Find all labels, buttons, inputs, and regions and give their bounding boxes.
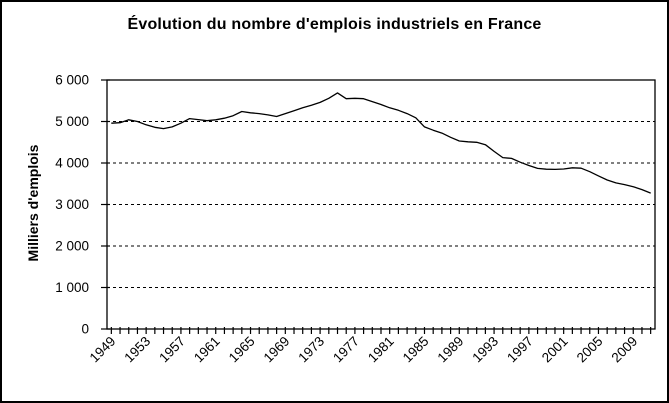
y-tick-label: 0 (81, 322, 89, 337)
x-tick-label: 1981 (365, 334, 397, 366)
chart-title: Évolution du nombre d'emplois industriel… (127, 16, 542, 33)
x-tick-label: 1977 (330, 334, 362, 366)
x-tick-label: 1949 (87, 334, 119, 366)
x-tick-label: 1957 (156, 334, 188, 366)
y-tick-label: 6 000 (55, 73, 89, 88)
x-tick-label: 1961 (191, 334, 223, 366)
y-tick-label: 4 000 (55, 156, 89, 171)
y-tick-label: 5 000 (55, 114, 89, 129)
x-tick-label: 1985 (400, 334, 432, 366)
y-tick-label: 2 000 (55, 239, 89, 254)
data-line (111, 92, 651, 194)
x-tick-label: 2005 (574, 334, 606, 366)
plot-area-border (106, 79, 656, 330)
x-tick-label: 1973 (295, 334, 327, 366)
x-tick-label: 1965 (226, 334, 258, 366)
x-tick-label: 1969 (261, 334, 293, 366)
x-tick-label: 1993 (469, 334, 501, 366)
x-tick-label: 2001 (539, 334, 571, 366)
x-tick-label: 1989 (435, 334, 467, 366)
y-tick-label: 3 000 (55, 197, 89, 212)
y-tick-label: 1 000 (55, 280, 89, 295)
x-tick-label: 2009 (609, 334, 641, 366)
x-tick-label: 1997 (504, 334, 536, 366)
x-tick-label: 1953 (121, 334, 153, 366)
